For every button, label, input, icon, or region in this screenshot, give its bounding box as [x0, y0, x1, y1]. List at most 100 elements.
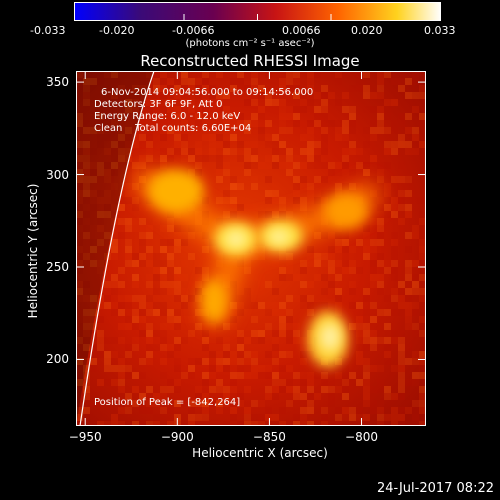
texture-cell: [377, 162, 384, 169]
texture-cell: [335, 120, 342, 127]
texture-cell: [132, 274, 139, 281]
texture-cell: [328, 92, 335, 99]
texture-cell: [125, 295, 132, 302]
texture-cell: [230, 302, 237, 309]
texture-cell: [139, 253, 146, 260]
texture-cell: [195, 155, 202, 162]
texture-cell: [104, 113, 111, 120]
texture-cell: [188, 316, 195, 323]
texture-cell: [195, 393, 202, 400]
texture-cell: [160, 260, 167, 267]
texture-cell: [83, 155, 90, 162]
texture-cell: [370, 386, 377, 393]
texture-cell: [293, 120, 300, 127]
texture-cell: [202, 400, 209, 407]
texture-cell: [223, 421, 230, 426]
texture-cell: [265, 253, 272, 260]
texture-cell: [97, 351, 104, 358]
texture-cell: [258, 365, 265, 372]
texture-cell: [160, 309, 167, 316]
texture-cell: [265, 246, 272, 253]
texture-cell: [279, 386, 286, 393]
texture-cell: [328, 421, 335, 426]
texture-cell: [146, 274, 153, 281]
texture-cell: [125, 162, 132, 169]
texture-cell: [83, 148, 90, 155]
texture-cell: [377, 407, 384, 414]
image-title: Reconstructed RHESSI Image: [140, 52, 360, 70]
texture-cell: [195, 141, 202, 148]
texture-cell: [321, 141, 328, 148]
texture-cell: [146, 351, 153, 358]
texture-cell: [146, 246, 153, 253]
texture-cell: [398, 162, 405, 169]
texture-cell: [181, 78, 188, 85]
texture-cell: [118, 365, 125, 372]
texture-cell: [412, 379, 419, 386]
texture-cell: [160, 337, 167, 344]
texture-cell: [279, 323, 286, 330]
texture-cell: [293, 421, 300, 426]
texture-cell: [188, 414, 195, 421]
texture-cell: [293, 113, 300, 120]
texture-cell: [307, 78, 314, 85]
texture-cell: [251, 120, 258, 127]
texture-cell: [286, 211, 293, 218]
texture-cell: [384, 267, 391, 274]
texture-cell: [342, 106, 349, 113]
texture-cell: [195, 113, 202, 120]
texture-cell: [237, 295, 244, 302]
texture-cell: [321, 99, 328, 106]
texture-cell: [244, 267, 251, 274]
texture-cell: [391, 337, 398, 344]
texture-cell: [258, 127, 265, 134]
texture-cell: [104, 134, 111, 141]
texture-cell: [258, 414, 265, 421]
texture-cell: [349, 281, 356, 288]
texture-cell: [279, 113, 286, 120]
texture-cell: [293, 393, 300, 400]
texture-cell: [335, 162, 342, 169]
texture-cell: [307, 372, 314, 379]
texture-cell: [90, 169, 97, 176]
texture-cell: [293, 71, 300, 78]
texture-cell: [167, 225, 174, 232]
texture-cell: [216, 351, 223, 358]
texture-cell: [195, 414, 202, 421]
texture-cell: [244, 421, 251, 426]
texture-cell: [132, 106, 139, 113]
texture-cell: [293, 162, 300, 169]
texture-cell: [97, 78, 104, 85]
texture-cell: [111, 379, 118, 386]
footer-date: 24-Jul-2017 08:22: [376, 481, 494, 496]
texture-cell: [377, 120, 384, 127]
texture-cell: [363, 365, 370, 372]
texture-cell: [300, 414, 307, 421]
texture-cell: [349, 148, 356, 155]
texture-cell: [265, 155, 272, 162]
texture-cell: [216, 386, 223, 393]
texture-cell: [160, 106, 167, 113]
texture-cell: [83, 183, 90, 190]
texture-cell: [181, 337, 188, 344]
texture-cell: [419, 253, 426, 260]
texture-cell: [405, 267, 412, 274]
texture-cell: [412, 92, 419, 99]
texture-cell: [314, 260, 321, 267]
texture-cell: [412, 372, 419, 379]
texture-cell: [160, 358, 167, 365]
texture-cell: [349, 379, 356, 386]
texture-cell: [349, 323, 356, 330]
texture-cell: [83, 92, 90, 99]
texture-cell: [76, 414, 83, 421]
texture-cell: [356, 78, 363, 85]
texture-cell: [300, 183, 307, 190]
texture-cell: [125, 246, 132, 253]
y-axis-label: Heliocentric Y (arcsec): [26, 183, 40, 319]
texture-cell: [76, 78, 83, 85]
texture-cell: [286, 260, 293, 267]
texture-cell: [251, 71, 258, 78]
texture-cell: [111, 204, 118, 211]
texture-cell: [377, 225, 384, 232]
texture-cell: [307, 281, 314, 288]
